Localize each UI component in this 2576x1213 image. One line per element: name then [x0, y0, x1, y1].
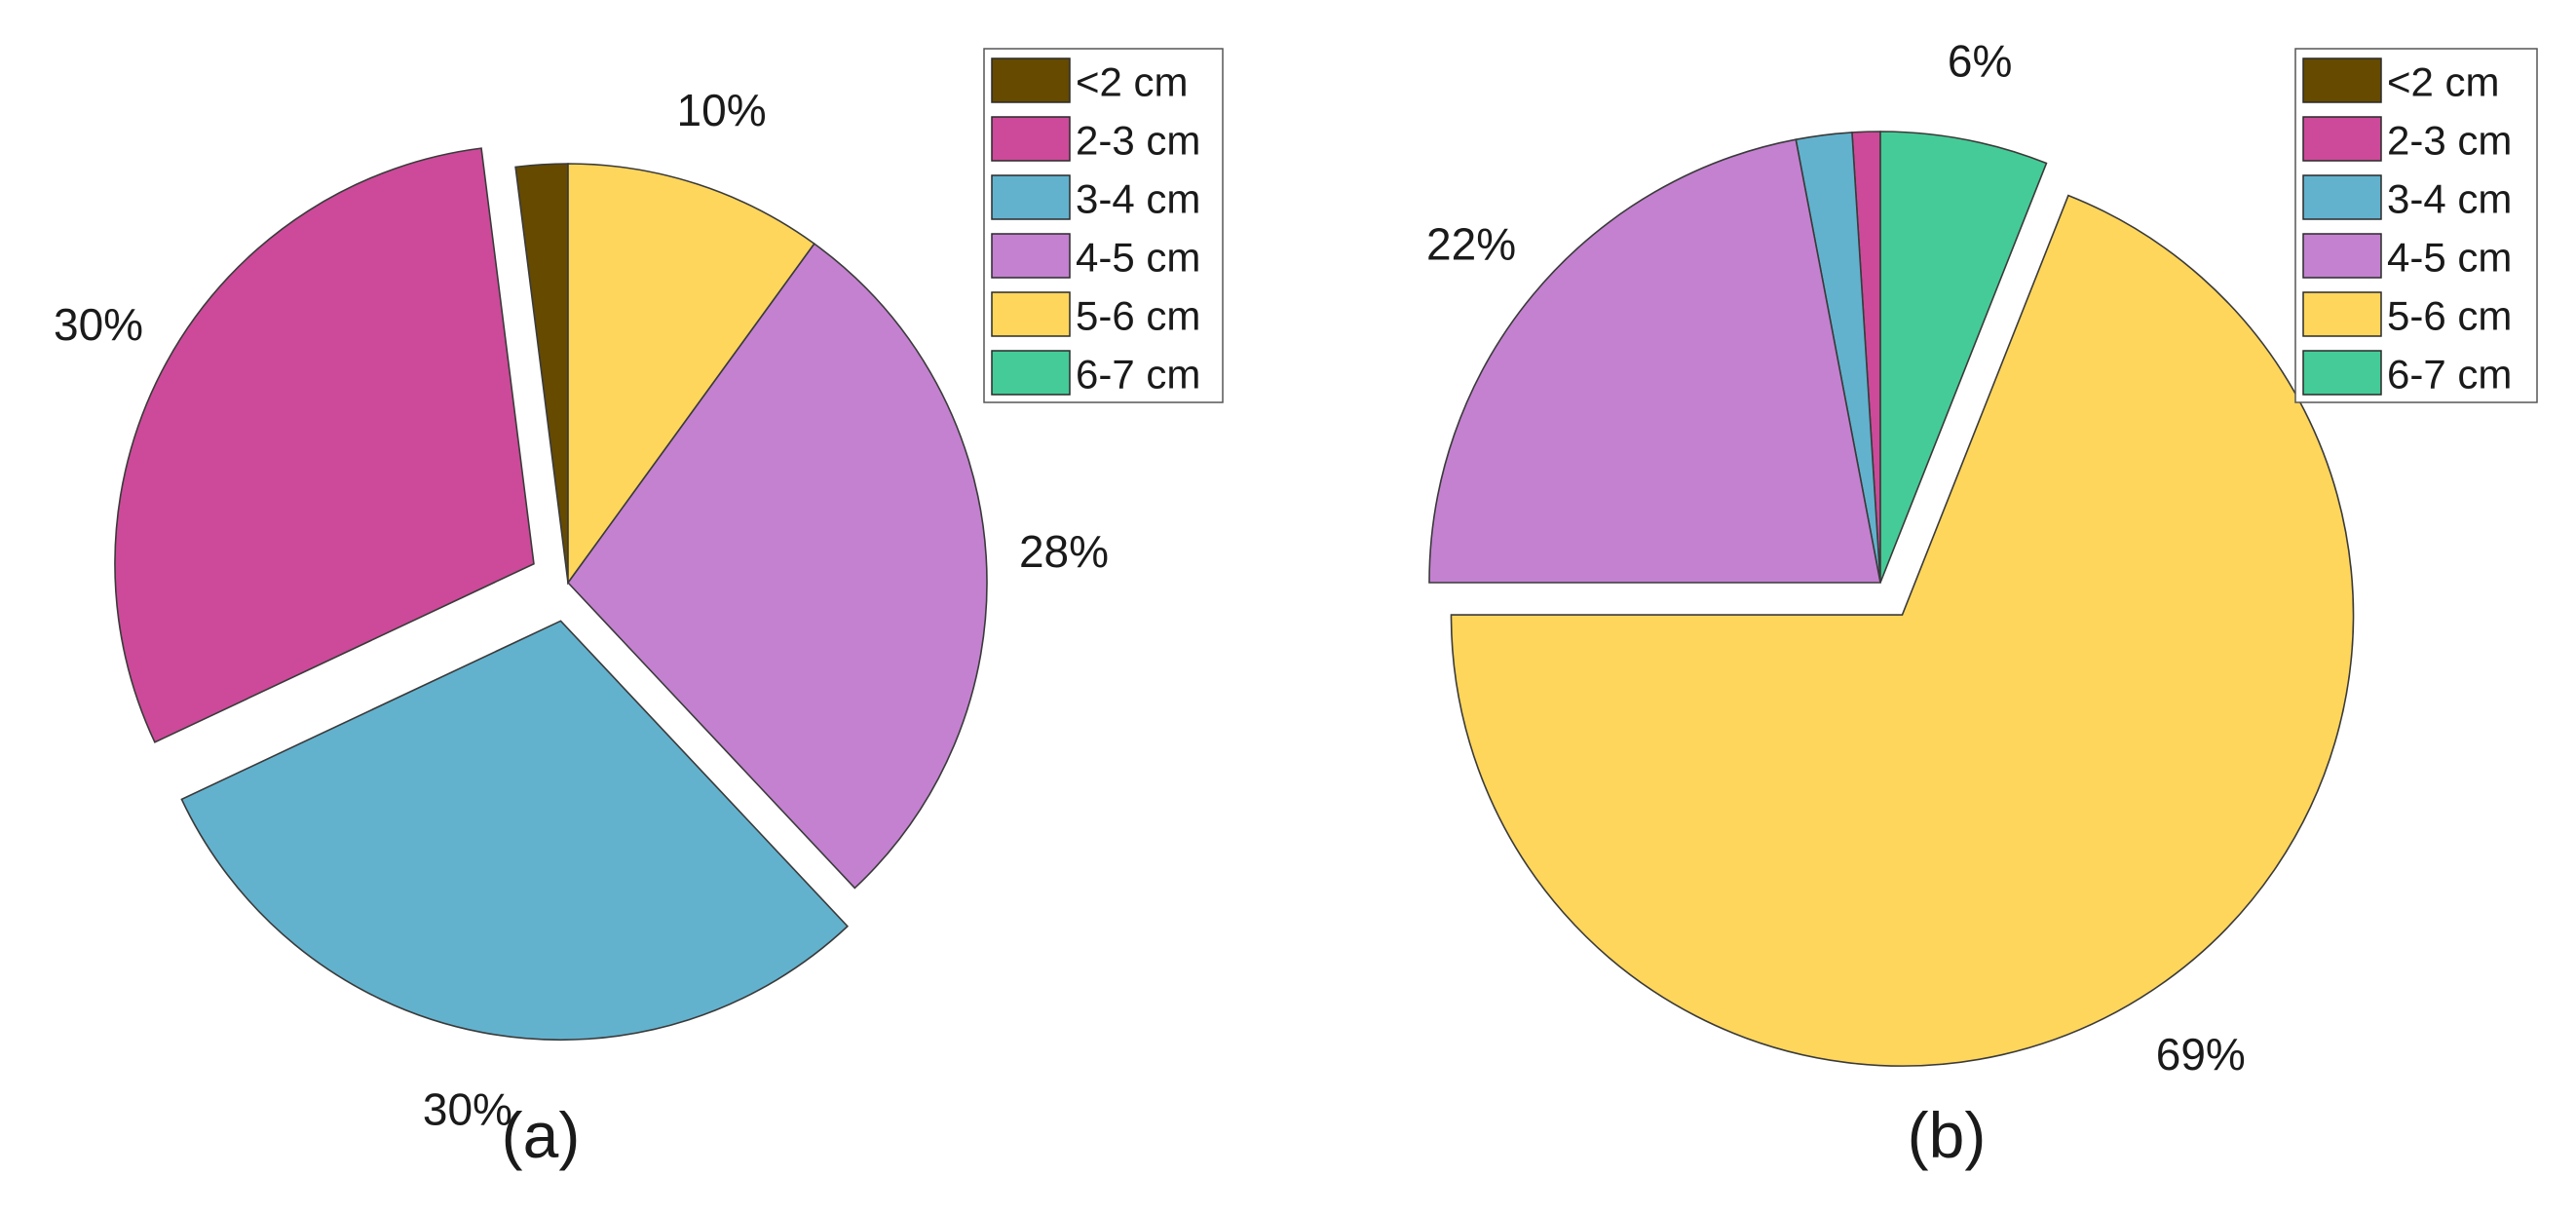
pie-b-slice-label-6-7-cm: 6% [1948, 36, 2012, 87]
pie-b-slice-label-5-6-cm: 69% [2156, 1029, 2246, 1080]
legend-a-frame [983, 48, 1224, 403]
legend-a-label-5-6-cm: 5-6 cm [1076, 293, 1200, 339]
pie-chart-a: 30% 30% 28% 10% <2 cm 2-3 cm 3-4 cm 4-5 cm 5-6 c… [54, 48, 1224, 1171]
legend-b-swatch-4-5-cm [2302, 233, 2382, 279]
pie-a-slice-3-4-cm [180, 620, 849, 1042]
legend-a-swatch-2-3-cm [991, 116, 1071, 162]
legend-b-frame [2294, 48, 2538, 403]
pie-a-slice-label-3-4-cm: 30% [423, 1083, 512, 1134]
pie-chart-b: 22% 69% 6% <2 cm 2-3 cm 3-4 cm 4-5 cm 5-6 cm 6-7… [1426, 36, 2538, 1171]
legend-a-swatch-4-5-cm [991, 233, 1071, 279]
legend-a-swatch-6-7-cm [991, 350, 1071, 396]
legend-b-swatch-2-3-cm [2302, 116, 2382, 162]
legend-a-label-2-3-cm: 2-3 cm [1076, 118, 1200, 164]
legend-a-label-4-5-cm: 4-5 cm [1076, 235, 1200, 281]
legend-b-swatch-6-7-cm [2302, 350, 2382, 396]
legend-a-label-3-4-cm: 3-4 cm [1076, 176, 1200, 222]
pie-a-slice-label-4-5-cm: 28% [1019, 526, 1109, 577]
legend-b-swatch-5-6-cm [2302, 291, 2382, 337]
legend-b-label-5-6-cm: 5-6 cm [2387, 293, 2512, 339]
legend-b: <2 cm 2-3 cm 3-4 cm 4-5 cm 5-6 cm 6-7 cm [2294, 48, 2538, 403]
legend-a: <2 cm 2-3 cm 3-4 cm 4-5 cm 5-6 cm 6-7 cm [983, 48, 1224, 403]
pie-a-slice-label-5-6-cm: 10% [677, 85, 767, 135]
panel-caption-b: (b) [1908, 1099, 1987, 1171]
legend-b-swatch-3-4-cm [2302, 174, 2382, 220]
pie-a-slice-2-3-cm [114, 147, 535, 743]
legend-b-label-6-7-cm: 6-7 cm [2387, 352, 2512, 398]
legend-b-label-4-5-cm: 4-5 cm [2387, 235, 2512, 281]
legend-b-swatch-lt2-cm [2302, 57, 2382, 103]
legend-a-swatch-5-6-cm [991, 291, 1071, 337]
legend-a-label-lt2-cm: <2 cm [1076, 59, 1189, 105]
legend-b-label-lt2-cm: <2 cm [2387, 59, 2500, 105]
pie-a-slice-label-2-3-cm: 30% [54, 299, 143, 350]
pie-a-slice-4-5-cm [566, 243, 988, 890]
pie-a-slice-5-6-cm [567, 163, 815, 586]
legend-b-label-2-3-cm: 2-3 cm [2387, 118, 2512, 164]
pie-b-slice-4-5-cm [1428, 138, 1881, 584]
legend-a-swatch-lt2-cm [991, 57, 1071, 103]
legend-a-swatch-3-4-cm [991, 174, 1071, 220]
pie-b-slice-5-6-cm [1450, 194, 2355, 1067]
pie-b-slice-label-4-5-cm: 22% [1426, 219, 1516, 270]
pie-b-slice-6-7-cm [1879, 131, 2048, 584]
legend-b-label-3-4-cm: 3-4 cm [2387, 176, 2512, 222]
panel-caption-a: (a) [502, 1099, 581, 1171]
legend-a-label-6-7-cm: 6-7 cm [1076, 352, 1200, 398]
